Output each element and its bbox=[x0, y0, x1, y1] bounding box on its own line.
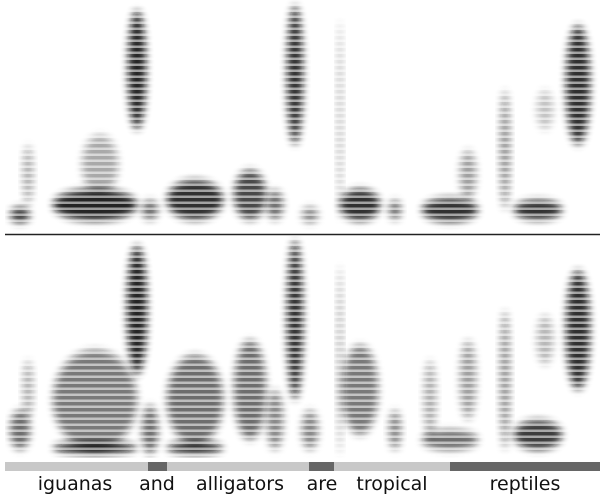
word-label: tropical bbox=[356, 473, 427, 495]
segment bbox=[167, 462, 309, 471]
harmonic-texture bbox=[5, 236, 600, 458]
harmonic-texture bbox=[5, 0, 600, 233]
segment bbox=[334, 462, 450, 471]
word-label: alligators bbox=[196, 473, 284, 495]
word-label: reptiles bbox=[490, 473, 561, 495]
segment bbox=[148, 462, 167, 471]
word-label: are bbox=[307, 473, 338, 495]
word-label: and bbox=[139, 473, 175, 495]
segment bbox=[450, 462, 600, 471]
segment bbox=[5, 462, 148, 471]
segment-bar bbox=[5, 462, 600, 471]
segment bbox=[309, 462, 334, 471]
word-label: iguanas bbox=[38, 473, 113, 495]
